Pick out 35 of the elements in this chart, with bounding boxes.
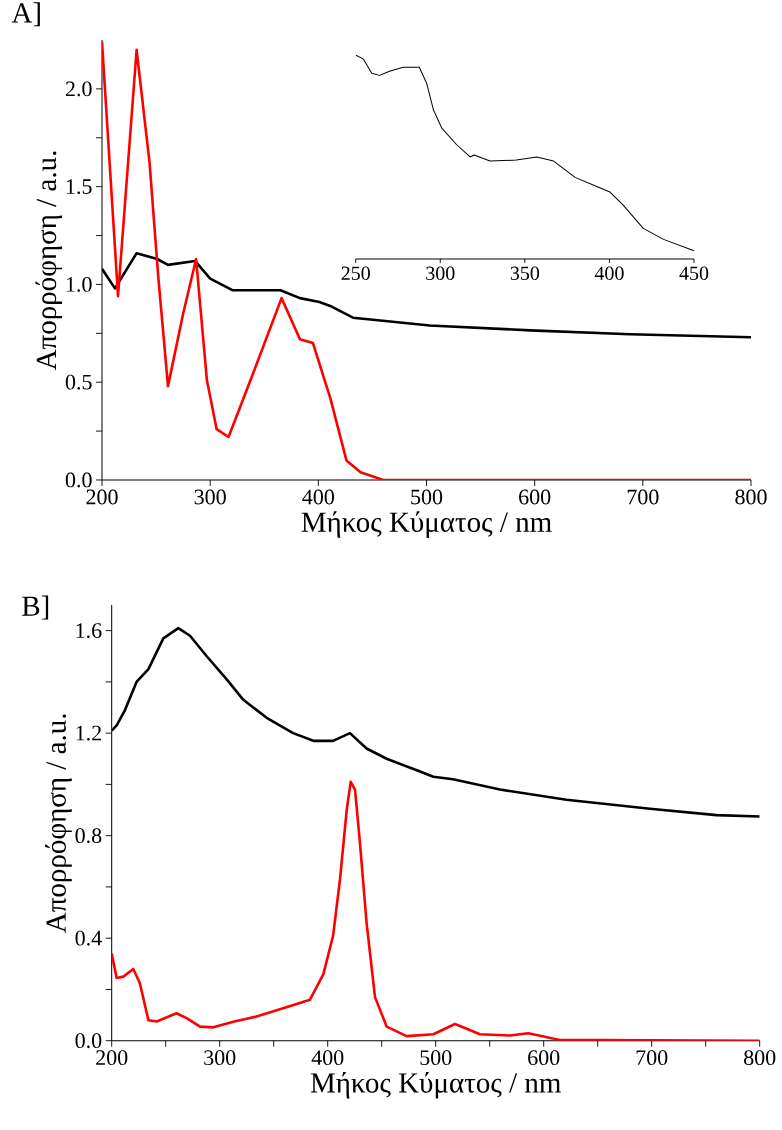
y-tick-label: 0.8 — [75, 828, 102, 844]
x-tick-label: 400 — [302, 489, 334, 505]
y-axis-title: Απορρόφηση / a.u. — [45, 714, 72, 933]
y-tick-label: 1.6 — [76, 623, 102, 639]
x-tick-label: 300 — [426, 266, 455, 281]
x-tick-label: 600 — [528, 1050, 560, 1066]
x-tick-label: 300 — [194, 489, 226, 505]
x-tick-label: 400 — [594, 266, 624, 281]
chart-title: B] — [22, 595, 49, 620]
x-axis-title: Μήκος Κύματος / nm — [310, 1071, 561, 1099]
chart-title: A] — [11, 2, 40, 27]
x-tick-label: 300 — [204, 1050, 236, 1066]
x-tick-label: 200 — [96, 1050, 128, 1066]
y-tick-label: 0.5 — [65, 374, 92, 390]
y-axis-title: Απορρόφηση / a.u. — [35, 151, 63, 371]
x-tick-label: 800 — [735, 489, 767, 505]
x-tick-label: 700 — [627, 489, 659, 505]
y-tick-label: 0.0 — [75, 1033, 102, 1049]
x-axis-title: Μήκος Κύματος / nm — [301, 511, 552, 538]
y-tick-label: 0.4 — [75, 930, 102, 946]
y-tick-label: 1.2 — [76, 725, 101, 741]
y-tick-label: 1.5 — [66, 179, 92, 195]
x-tick-label: 600 — [519, 489, 551, 505]
x-tick-label: 400 — [311, 1050, 344, 1066]
x-tick-label: 800 — [744, 1050, 776, 1066]
x-tick-label: 700 — [636, 1050, 668, 1066]
x-tick-label: 200 — [86, 489, 118, 505]
x-tick-label: 500 — [420, 1050, 452, 1066]
y-tick-label: 2.0 — [65, 81, 92, 97]
y-tick-label: 1.0 — [66, 276, 92, 292]
x-tick-label: 250 — [341, 266, 370, 281]
x-tick-label: 350 — [510, 266, 540, 281]
x-tick-label: 450 — [679, 266, 709, 281]
x-tick-label: 500 — [411, 489, 443, 505]
y-tick-label: 0.0 — [65, 472, 92, 488]
